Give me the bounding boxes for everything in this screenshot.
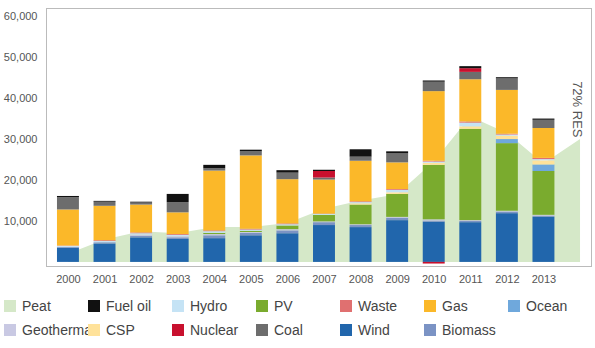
svg-text:20,000: 20,000: [4, 174, 38, 186]
svg-text:2003: 2003: [166, 273, 190, 285]
html-text:PV: PV: [274, 298, 293, 314]
svg-text:2004: 2004: [203, 273, 227, 285]
svg-text:2010: 2010: [422, 273, 446, 285]
svg-text:2006: 2006: [276, 273, 300, 285]
svg-text:30,000: 30,000: [4, 133, 38, 145]
html-text:Coal: Coal: [274, 322, 303, 338]
svg-text:40,000: 40,000: [4, 92, 38, 104]
html-text:Peat: Peat: [22, 298, 51, 314]
html-text:Biomass: Biomass: [442, 322, 496, 338]
svg-text:10,000: 10,000: [4, 215, 38, 227]
html-text:Gas: Gas: [442, 298, 468, 314]
html-text:CSP: CSP: [106, 322, 135, 338]
svg-text:2013: 2013: [532, 273, 556, 285]
svg-text:2011: 2011: [459, 273, 483, 285]
svg-text:2000: 2000: [56, 273, 80, 285]
svg-text:2009: 2009: [385, 273, 409, 285]
svg-text:2005: 2005: [239, 273, 263, 285]
svg-text:72% RES: 72% RES: [570, 81, 585, 138]
html-text:Waste: Waste: [358, 298, 398, 314]
html-text:Wind: Wind: [358, 322, 390, 338]
html-text:Geothermal: Geothermal: [22, 322, 96, 338]
svg-text:2008: 2008: [349, 273, 373, 285]
svg-text:2007: 2007: [312, 273, 336, 285]
svg-text:2002: 2002: [129, 273, 153, 285]
html-text:Hydro: Hydro: [190, 298, 228, 314]
svg-text:50,000: 50,000: [4, 51, 38, 63]
html-text:Fuel oil: Fuel oil: [106, 298, 152, 314]
svg-text:60,000: 60,000: [4, 10, 38, 22]
svg-text:2012: 2012: [495, 273, 519, 285]
svg-text:2001: 2001: [93, 273, 117, 285]
html-text:Ocean: Ocean: [526, 298, 568, 314]
html-text:Nuclear: Nuclear: [190, 322, 239, 338]
